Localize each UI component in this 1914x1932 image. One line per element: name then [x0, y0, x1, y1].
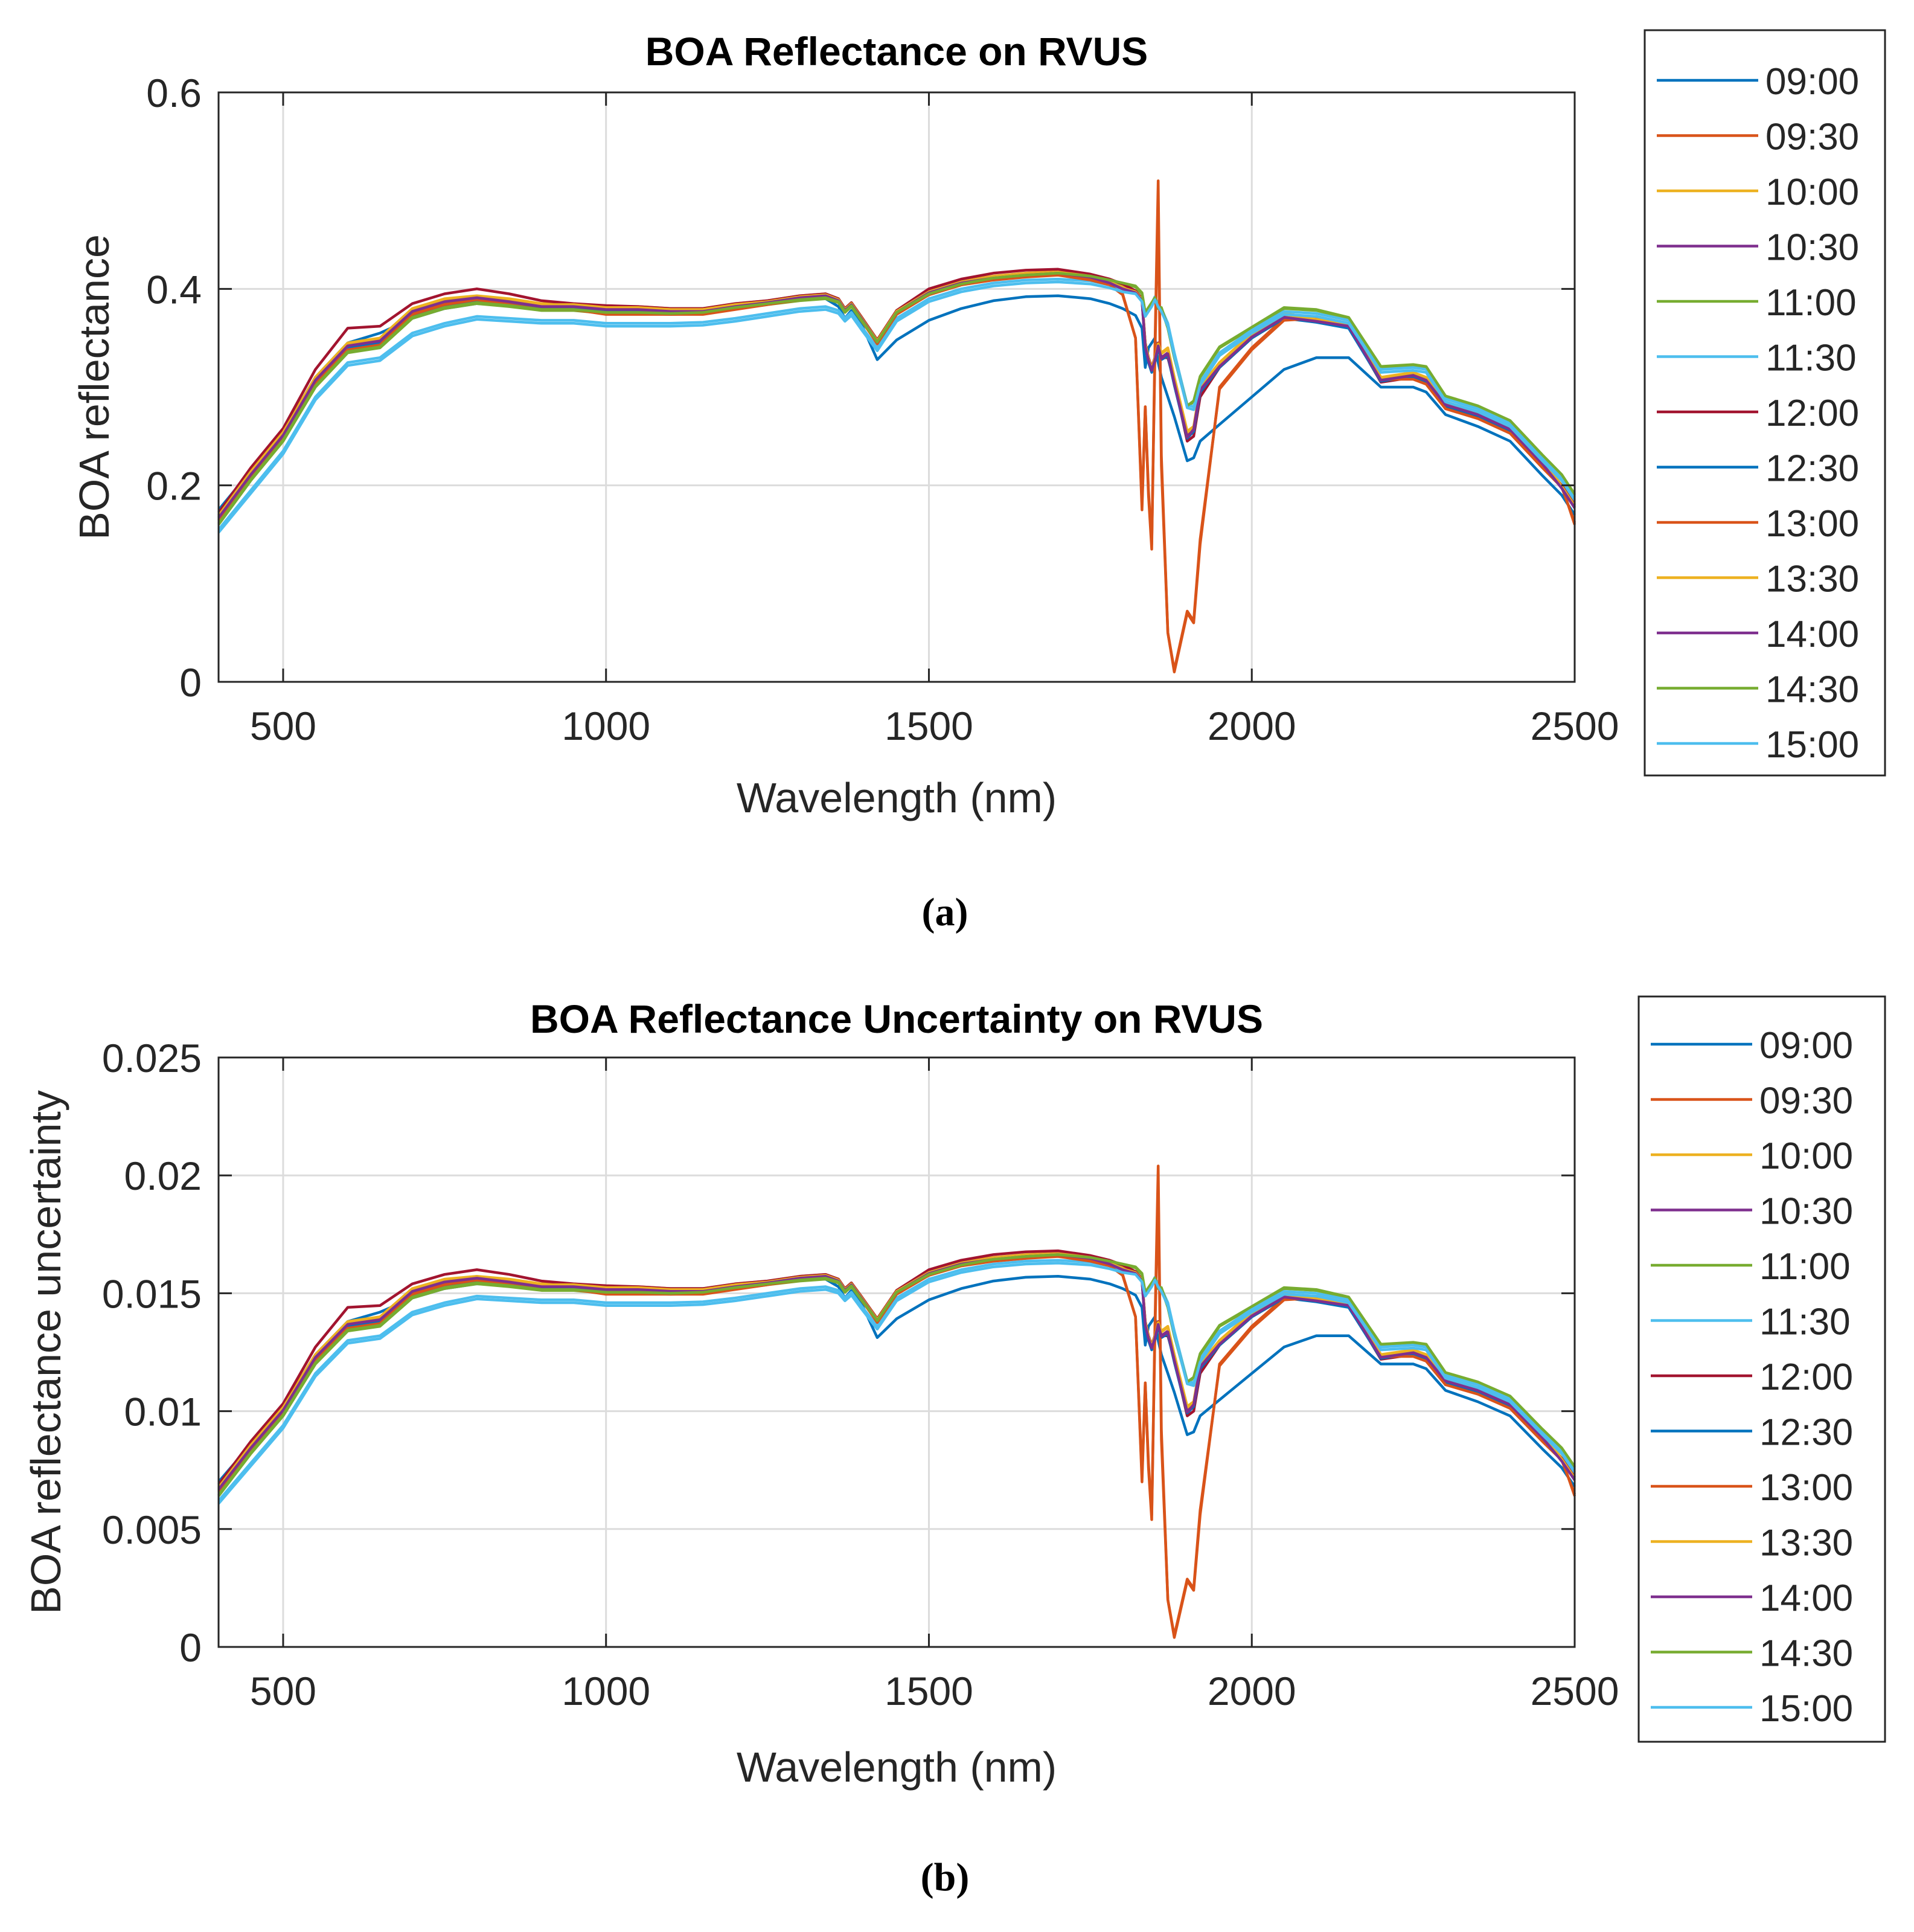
axes-box-b — [217, 1056, 1576, 1648]
ticks-b: 500 1000 1500 2000 2500 0 0.005 0.01 0.015 0.02 0.… — [102, 1036, 1619, 1713]
legend-label: 11:30 — [1765, 338, 1857, 379]
legend-box — [1644, 29, 1886, 777]
axes-box-a — [217, 91, 1576, 683]
x-axis-label-b: Wavelength (nm) — [737, 1744, 1057, 1791]
legend-label: 12:00 — [1759, 1356, 1853, 1398]
x-tick-label: 1000 — [562, 1669, 650, 1713]
series-lines-a — [217, 179, 1576, 673]
y-tick-label: 0.025 — [102, 1036, 202, 1080]
plot-area-b — [219, 1057, 1575, 1647]
legend-b: 09:00 09:30 10:00 10:30 11:00 11:30 12:00 12:30… — [1637, 995, 1886, 1743]
x-axis-label-a: Wavelength (nm) — [737, 774, 1057, 821]
legend-label: 09:00 — [1759, 1025, 1853, 1067]
legend-label: 09:00 — [1765, 61, 1859, 103]
y-tick-label: 0 — [179, 1625, 202, 1670]
legend-label: 13:00 — [1759, 1467, 1853, 1509]
x-tick-label: 500 — [250, 704, 316, 748]
y-axis-label-b: BOA reflectance uncertainty — [22, 1090, 69, 1614]
legend-label: 10:30 — [1765, 227, 1859, 269]
x-tick-label: 2000 — [1208, 704, 1296, 748]
series-lines-b — [217, 1164, 1576, 1639]
series-line-1500 — [217, 280, 1576, 534]
series-line-1430 — [217, 1253, 1576, 1496]
panel-caption-a: (a) — [922, 890, 968, 934]
series-line-1500 — [217, 1262, 1576, 1505]
panel-a: 500 1000 1500 2000 2500 0 0.2 0.4 0.6 BOA Reflec… — [71, 29, 1886, 934]
panel-caption-b: (b) — [921, 1855, 970, 1899]
chart-title-a: BOA Reflectance on RVUS — [645, 29, 1148, 74]
legend-label: 10:00 — [1759, 1135, 1853, 1177]
x-tick-label: 1500 — [885, 704, 973, 748]
legend-label: 15:00 — [1765, 724, 1859, 766]
legend-label: 14:00 — [1759, 1577, 1853, 1619]
x-tick-label: 2000 — [1208, 1669, 1296, 1713]
legend-label: 09:30 — [1759, 1080, 1853, 1122]
legend-box — [1637, 995, 1886, 1743]
legend-label: 13:00 — [1765, 503, 1859, 545]
y-tick-label: 0.6 — [146, 71, 202, 115]
legend-label: 14:30 — [1765, 669, 1859, 711]
legend-label: 10:00 — [1765, 172, 1859, 213]
y-tick-label: 0.2 — [146, 464, 202, 509]
legend-label: 10:30 — [1759, 1191, 1853, 1233]
legend-label: 09:30 — [1765, 117, 1859, 158]
x-tick-label: 1000 — [562, 704, 650, 748]
legend-label: 11:00 — [1765, 282, 1857, 324]
legend-label: 14:30 — [1759, 1633, 1853, 1675]
legend-label: 13:30 — [1759, 1523, 1853, 1564]
legend-label: 13:30 — [1765, 559, 1859, 600]
chart-title-b: BOA Reflectance Uncertainty on RVUS — [530, 996, 1263, 1041]
x-tick-label: 500 — [250, 1669, 316, 1713]
legend-label: 12:00 — [1765, 393, 1859, 434]
panel-b: 500 1000 1500 2000 2500 0 0.005 0.01 0.015 0.02 0.… — [22, 995, 1886, 1899]
legend-label: 11:00 — [1759, 1246, 1851, 1288]
legend-a: 09:00 09:30 10:00 10:30 11:00 11:30 12:00 12:30… — [1644, 29, 1886, 777]
series-line-1430 — [217, 272, 1576, 525]
legend-label: 11:30 — [1759, 1301, 1851, 1343]
legend-label: 12:30 — [1759, 1412, 1853, 1454]
legend-label: 12:30 — [1765, 448, 1859, 490]
legend-label: 14:00 — [1765, 614, 1859, 655]
y-tick-label: 0.015 — [102, 1271, 202, 1316]
y-tick-label: 0.01 — [124, 1390, 202, 1434]
y-tick-label: 0 — [179, 660, 202, 705]
x-tick-label: 2500 — [1531, 704, 1619, 748]
legend-label: 15:00 — [1759, 1688, 1853, 1730]
x-tick-label: 2500 — [1531, 1669, 1619, 1713]
ticks-a: 500 1000 1500 2000 2500 0 0.2 0.4 0.6 — [146, 71, 1619, 748]
y-axis-label-a: BOA reflectance — [71, 234, 118, 540]
y-tick-label: 0.4 — [146, 267, 202, 312]
y-tick-label: 0.005 — [102, 1507, 202, 1552]
series-line-1130 — [217, 277, 1576, 531]
y-tick-label: 0.02 — [124, 1154, 202, 1198]
plot-area-a — [219, 92, 1575, 682]
x-tick-label: 1500 — [885, 1669, 973, 1713]
series-line-1130 — [217, 1259, 1576, 1502]
